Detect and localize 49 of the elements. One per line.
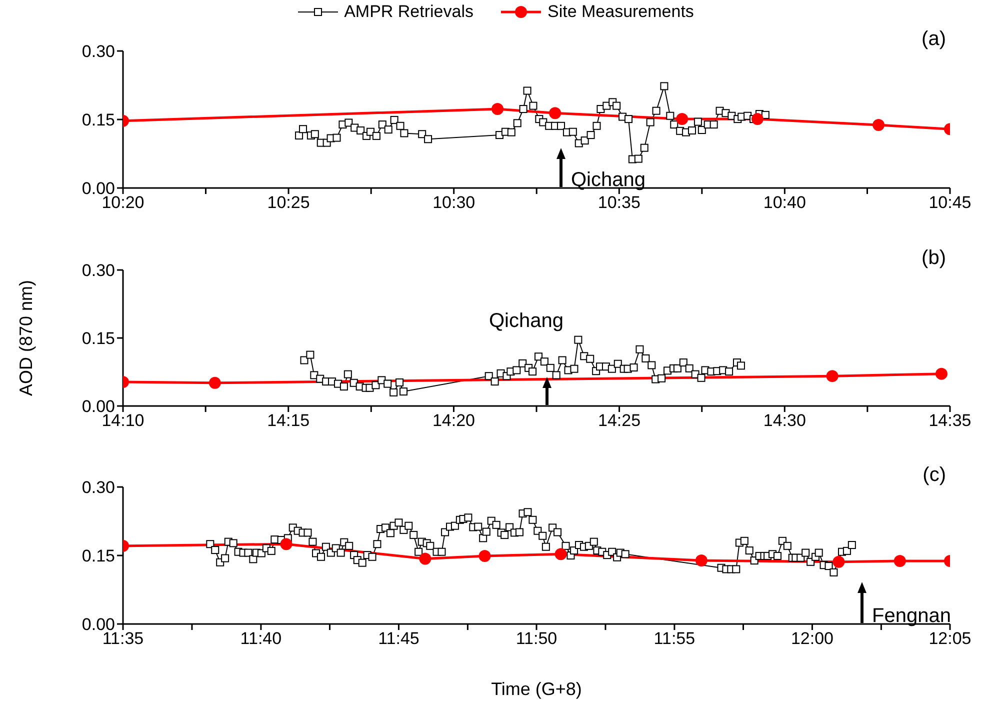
x-tick-label: 10:35 (598, 193, 640, 212)
legend-label: Site Measurements (547, 2, 694, 22)
point (826, 370, 838, 382)
point (872, 118, 885, 131)
x-tick-label: 10:40 (763, 193, 806, 212)
point (554, 548, 567, 560)
point (676, 113, 688, 126)
x-tick-label: 12:05 (928, 629, 972, 648)
legend-label: AMPR Retrievals (344, 2, 474, 22)
text: (b) (922, 247, 946, 269)
text: (a) (922, 28, 946, 50)
x-tick-label: 14:35 (928, 411, 972, 430)
x-tick-label: 14:15 (267, 411, 310, 430)
annotation: Fengnan (872, 605, 951, 627)
x-tick-label: 14:10 (102, 411, 144, 430)
x-tick-label: 10:20 (102, 193, 144, 212)
x-tick-label: 10:45 (928, 193, 972, 212)
annotation: Qichang (571, 169, 646, 191)
x-tick-label: 11:40 (240, 629, 282, 648)
y-tick-label: 0.15 (82, 110, 115, 130)
x-tick-label: 12:00 (790, 629, 834, 648)
point (751, 113, 764, 126)
x-tick-label: 14:25 (598, 411, 641, 430)
y-tick-label: 0.15 (82, 546, 115, 566)
point (280, 538, 292, 550)
y-tick-label: 0.30 (82, 42, 115, 62)
point (492, 102, 504, 115)
point (549, 107, 562, 120)
point (894, 554, 906, 567)
annotation: Qichang (489, 310, 564, 332)
x-tick-label: 14:20 (432, 411, 475, 430)
x-tick-label: 10:25 (267, 193, 310, 212)
x-tick-label: 11:50 (516, 629, 558, 648)
x-tick-label: 10:30 (432, 193, 476, 212)
x-tick-label: 11:55 (654, 629, 696, 648)
y-axis-title: AOD (870 nm) (16, 280, 36, 396)
point (935, 368, 948, 380)
point (419, 552, 432, 565)
x-tick-label: 11:35 (102, 629, 144, 648)
point (695, 554, 708, 567)
x-tick-label: 14:30 (763, 411, 806, 430)
x-tick-label: 11:45 (378, 629, 420, 648)
text: (c) (922, 464, 946, 486)
y-tick-label: 0.15 (82, 329, 115, 348)
y-tick-label: 0.30 (82, 478, 115, 498)
point (478, 550, 491, 562)
point (832, 556, 845, 568)
y-tick-label: 0.30 (82, 261, 115, 280)
x-axis-title: Time (G+8) (491, 679, 582, 699)
